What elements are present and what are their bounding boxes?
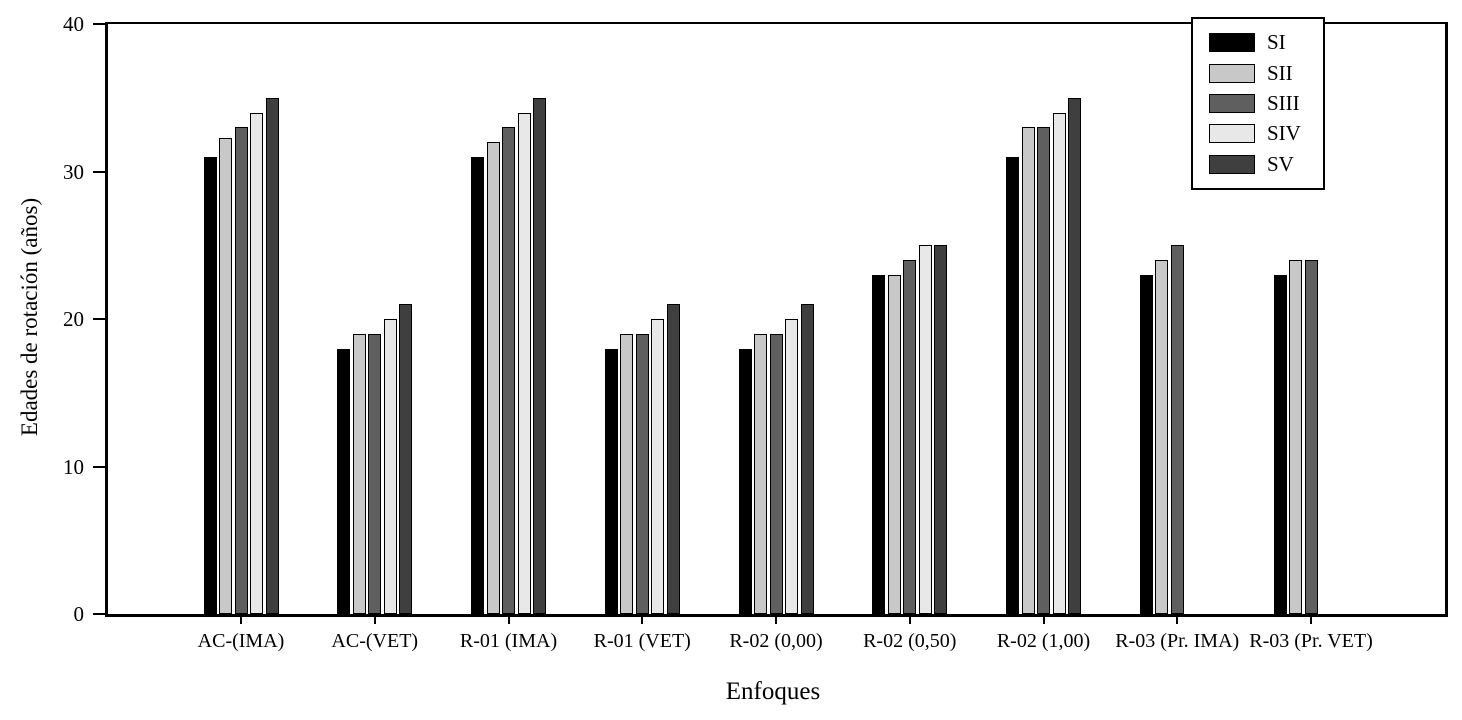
y-tick-label: 20 <box>63 307 84 331</box>
bar-SII-AC-(IMA) <box>219 137 232 614</box>
legend-swatch-SII <box>1209 63 1255 83</box>
bar-SIII-AC-(VET) <box>368 333 382 614</box>
category-label: R-03 (Pr. VET) <box>1249 630 1373 652</box>
plot-area: 0 10 20 30 40 AC-(IMA) AC-(VET) R-01 (IMA) R-01 … <box>63 14 1448 652</box>
bar-SIII-AC-(IMA) <box>234 127 248 614</box>
bar-SIII-R-02 (1,00) <box>1037 127 1050 614</box>
bar-SIV-AC-(VET) <box>383 319 397 614</box>
x-tick <box>240 614 242 624</box>
category-label: AC-(VET) <box>331 630 419 652</box>
x-tick <box>641 614 644 624</box>
y-tick <box>93 465 105 468</box>
bar-SIV-R-01 (IMA) <box>517 112 531 614</box>
category-label: R-03 (Pr. IMA) <box>1115 630 1240 652</box>
y-tick <box>93 170 105 173</box>
category-label: R-02 (0,00) <box>729 630 823 652</box>
bar-SIII-R-02 (0,00) <box>769 333 783 614</box>
y-tick-label: 30 <box>63 159 84 184</box>
bar-SIII-R-03 (Pr. VET) <box>1304 260 1318 614</box>
bar-SIV-R-02 (1,00) <box>1052 112 1066 614</box>
y-tick-label: 40 <box>63 12 84 36</box>
bar-SV-AC-(VET) <box>399 304 413 614</box>
bar-SII-R-02 (0,50) <box>887 274 901 614</box>
y-tick <box>93 318 105 320</box>
x-tick <box>775 614 777 624</box>
legend-row: SV <box>1209 151 1323 176</box>
bar-SI-AC-(IMA) <box>203 156 217 614</box>
bar-SI-R-02 (0,00) <box>738 348 752 614</box>
x-tick <box>507 614 510 624</box>
legend-label: SV <box>1267 151 1294 176</box>
y-tick <box>93 23 105 25</box>
bar-SII-R-01 (VET) <box>620 333 634 614</box>
bar-SI-AC-(VET) <box>337 348 351 614</box>
bar-SI-R-02 (0,50) <box>872 274 886 614</box>
bar-SII-R-02 (1,00) <box>1021 127 1035 614</box>
legend-label: SI <box>1267 30 1286 55</box>
bar-SII-R-01 (IMA) <box>486 142 500 614</box>
y-tick-label: 10 <box>63 454 84 479</box>
legend: SI SII SIII SIV SV <box>1191 17 1325 190</box>
category-label: AC-(IMA) <box>197 630 285 652</box>
legend-swatch-SIII <box>1209 93 1255 113</box>
bar-SV-R-02 (0,00) <box>800 304 814 614</box>
bar-SI-R-03 (Pr. IMA) <box>1139 274 1153 614</box>
category-label: R-01 (VET) <box>593 630 691 652</box>
legend-swatch-SI <box>1209 33 1255 53</box>
bar-SV-R-02 (1,00) <box>1068 97 1081 614</box>
bar-SIV-AC-(IMA) <box>250 112 263 614</box>
bar-SV-R-01 (IMA) <box>533 97 546 614</box>
bar-SIII-R-01 (IMA) <box>502 127 515 614</box>
legend-label: SIV <box>1267 121 1301 146</box>
category-label: R-02 (1,00) <box>996 630 1091 652</box>
bar-SIII-R-01 (VET) <box>635 333 649 614</box>
legend-label: SII <box>1267 60 1293 85</box>
x-tick <box>1042 614 1045 624</box>
legend-row: SII <box>1209 60 1323 85</box>
bar-SI-R-01 (VET) <box>604 348 618 614</box>
legend-row: SI <box>1209 32 1323 53</box>
y-tick-label: 0 <box>73 602 85 626</box>
legend-row: SIV <box>1209 123 1323 144</box>
bar-SI-R-01 (IMA) <box>471 156 484 614</box>
bar-SII-R-02 (0,00) <box>754 333 767 614</box>
category-label: R-02 (0,50) <box>863 630 957 652</box>
bar-SI-R-02 (1,00) <box>1006 156 1019 614</box>
bar-SIII-R-03 (Pr. IMA) <box>1170 245 1184 614</box>
x-tick <box>1176 614 1179 624</box>
bar-SV-R-01 (VET) <box>666 304 680 614</box>
x-tick <box>908 614 911 624</box>
legend-label: SIII <box>1267 90 1300 115</box>
bar-SI-R-03 (Pr. VET) <box>1273 274 1287 614</box>
bar-SII-AC-(VET) <box>352 333 366 614</box>
x-axis-title: Enfoques <box>725 678 821 705</box>
bar-SV-AC-(IMA) <box>265 97 279 614</box>
bar-SII-R-03 (Pr. IMA) <box>1155 260 1169 614</box>
x-tick <box>373 614 376 624</box>
category-label: R-01 (IMA) <box>459 630 558 652</box>
x-tick <box>1310 614 1312 624</box>
bar-SII-R-03 (Pr. VET) <box>1289 260 1302 614</box>
bar-SIV-R-02 (0,00) <box>785 319 798 614</box>
legend-swatch-SIV <box>1209 124 1255 144</box>
bar-SIII-R-02 (0,50) <box>903 260 917 614</box>
bar-SIV-R-02 (0,50) <box>918 245 932 614</box>
bar-SIV-R-01 (VET) <box>651 319 665 614</box>
legend-swatch-SV <box>1209 154 1255 174</box>
legend-row: SIII <box>1209 90 1323 115</box>
bar-SV-R-02 (0,50) <box>934 245 948 614</box>
y-tick <box>93 613 105 615</box>
